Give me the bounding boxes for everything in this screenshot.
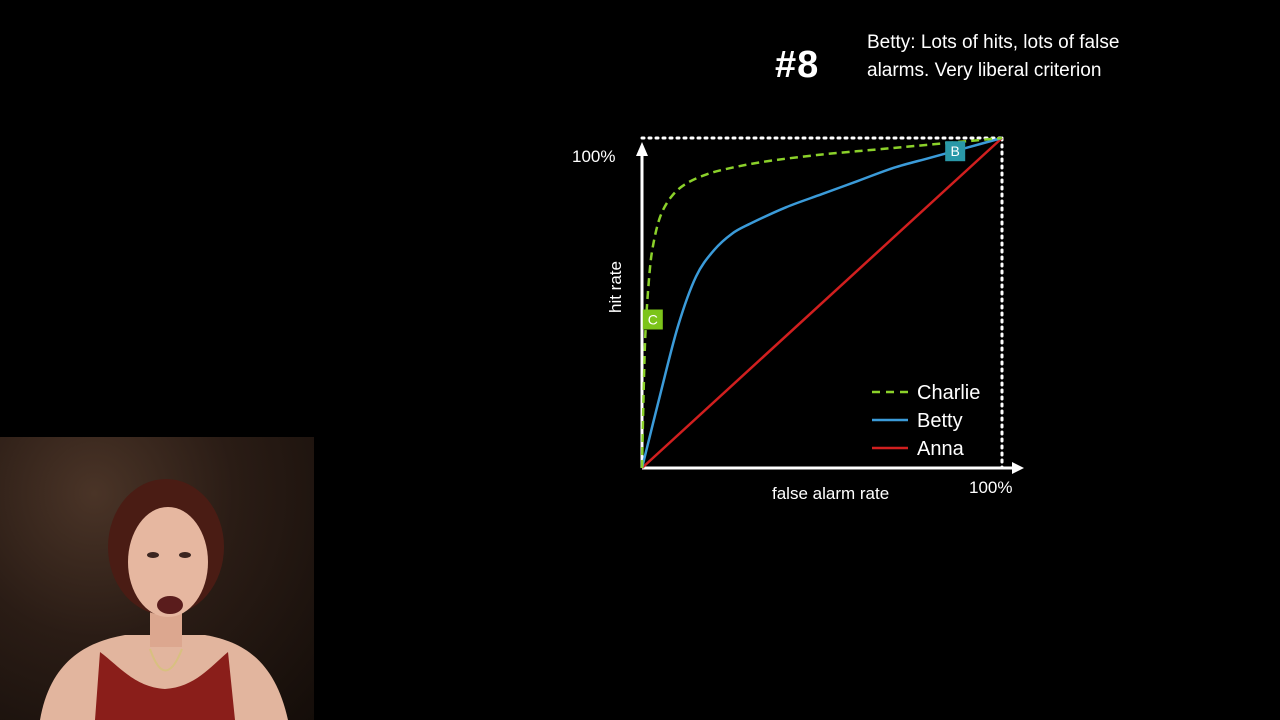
x-axis-arrow	[1012, 462, 1024, 474]
presenter-face	[128, 507, 208, 617]
series-line-betty	[640, 136, 1003, 469]
marker-label-c: C	[648, 312, 658, 328]
marker-c	[642, 309, 663, 330]
legend-label-betty: Betty	[917, 410, 963, 432]
y-tick-label-100: 100%	[572, 147, 615, 166]
x-tick-label-100: 100%	[969, 478, 1012, 497]
legend: Charlie Betty Anna	[872, 382, 980, 460]
presenter-video	[0, 437, 314, 720]
legend-label-anna: Anna	[917, 438, 965, 460]
presenter-eye-right	[179, 552, 191, 558]
slide-caption: Betty: Lots of hits, lots of false alarm…	[867, 32, 1120, 81]
presenter-figure	[40, 479, 288, 720]
series-line-anna	[641, 137, 1003, 469]
presenter-dress	[95, 652, 235, 720]
marker-group: CB	[642, 141, 966, 330]
presenter-mouth	[157, 596, 183, 614]
marker-label-b: B	[951, 143, 960, 159]
presenter-necklace	[149, 648, 183, 672]
y-axis-label: hit rate	[606, 261, 625, 313]
slide-number: #8	[775, 44, 820, 86]
marker-b	[945, 141, 966, 162]
legend-label-charlie: Charlie	[917, 382, 980, 404]
presenter-eye-left	[147, 552, 159, 558]
x-axis-label: false alarm rate	[772, 484, 889, 503]
y-axis-arrow	[636, 142, 648, 156]
